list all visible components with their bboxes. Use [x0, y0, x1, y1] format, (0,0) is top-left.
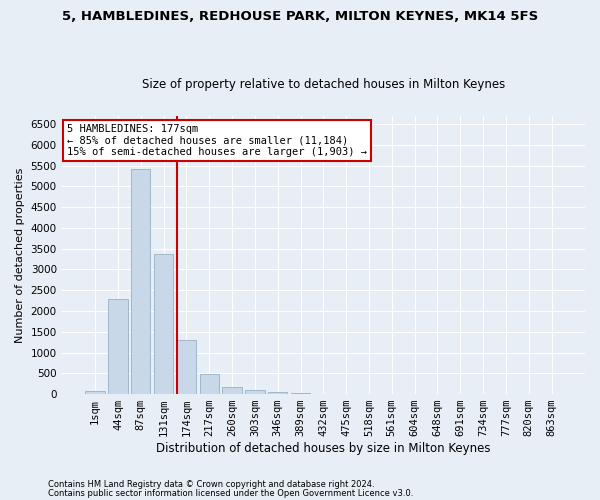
Y-axis label: Number of detached properties: Number of detached properties: [15, 167, 25, 342]
Bar: [154, 254, 173, 394]
Bar: [291, 393, 310, 394]
Title: Size of property relative to detached houses in Milton Keynes: Size of property relative to detached ho…: [142, 78, 505, 91]
Text: Contains HM Land Registry data © Crown copyright and database right 2024.: Contains HM Land Registry data © Crown c…: [48, 480, 374, 489]
Bar: [268, 392, 287, 394]
Bar: [85, 391, 105, 394]
Text: 5 HAMBLEDINES: 177sqm
← 85% of detached houses are smaller (11,184)
15% of semi-: 5 HAMBLEDINES: 177sqm ← 85% of detached …: [67, 124, 367, 158]
Bar: [108, 300, 128, 394]
Bar: [131, 168, 151, 394]
Bar: [200, 374, 219, 394]
Bar: [245, 390, 265, 394]
Text: 5, HAMBLEDINES, REDHOUSE PARK, MILTON KEYNES, MK14 5FS: 5, HAMBLEDINES, REDHOUSE PARK, MILTON KE…: [62, 10, 538, 23]
Bar: [223, 387, 242, 394]
Bar: [177, 340, 196, 394]
Text: Contains public sector information licensed under the Open Government Licence v3: Contains public sector information licen…: [48, 488, 413, 498]
X-axis label: Distribution of detached houses by size in Milton Keynes: Distribution of detached houses by size …: [156, 442, 491, 455]
